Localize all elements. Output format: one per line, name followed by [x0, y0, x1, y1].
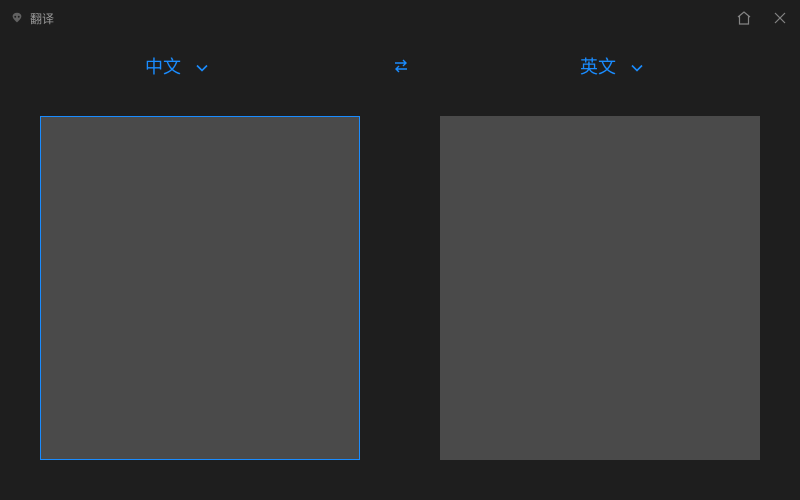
source-language-select[interactable]: 中文 [145, 53, 209, 79]
swap-languages-button[interactable] [392, 58, 410, 74]
target-language-label: 英文 [580, 53, 616, 79]
close-button[interactable] [770, 8, 790, 28]
target-language-select[interactable]: 英文 [580, 53, 644, 79]
home-button[interactable] [734, 8, 754, 28]
titlebar-right [734, 8, 790, 28]
target-text-panel[interactable] [440, 116, 760, 460]
app-title: 翻译 [30, 10, 54, 27]
titlebar-left: 翻译 [10, 10, 54, 27]
language-selector-row: 中文 英文 [0, 36, 800, 96]
source-language-label: 中文 [145, 53, 181, 79]
translation-panels [0, 96, 800, 500]
chevron-down-icon [195, 59, 209, 73]
chevron-down-icon [630, 59, 644, 73]
app-logo-icon [10, 11, 24, 25]
source-text-panel[interactable] [40, 116, 360, 460]
titlebar: 翻译 [0, 0, 800, 36]
